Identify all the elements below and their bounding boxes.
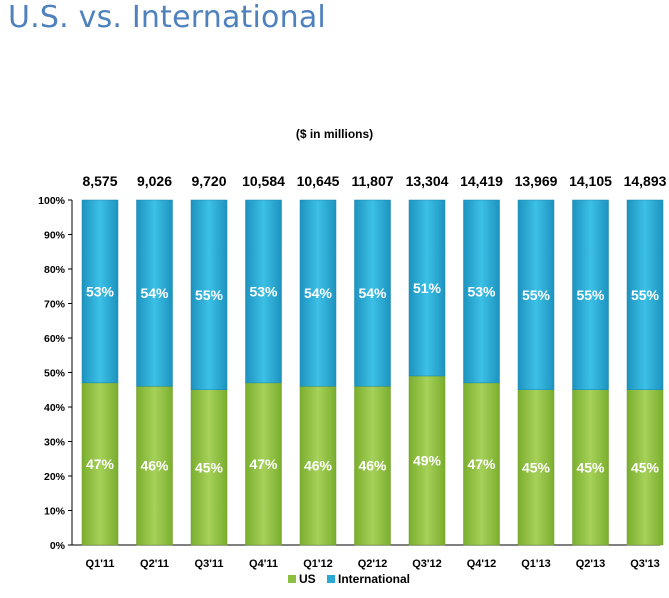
x-tick-label: Q3'11 [195,558,224,570]
bar-group: 47% 53% 8,575 Q1'11 [81,173,119,570]
bar-segment-international [245,199,282,384]
data-label-international: 55% [631,287,660,303]
bar-segment-us [81,382,119,546]
data-label-international: 54% [140,285,169,301]
y-tick-label: 80% [44,264,66,276]
bar-group: 45% 55% 13,969 Q1'13 [515,173,558,570]
data-label-us: 46% [140,458,169,474]
y-tick-label: 10% [44,506,66,518]
total-label: 14,419 [460,173,503,189]
page-title: U.S. vs. International [8,0,326,35]
bar-segment-us [408,375,446,546]
data-label-us: 47% [467,456,496,472]
legend-swatch-international [327,575,335,583]
data-label-international: 54% [358,285,387,301]
data-label-international: 55% [522,287,551,303]
legend-label-us: US [299,572,316,586]
y-tick-label: 70% [44,299,66,311]
data-label-us: 45% [195,459,224,475]
data-label-us: 49% [413,452,442,468]
x-tick-label: Q3'12 [412,558,442,570]
data-label-international: 55% [195,287,224,303]
bar-segment-international [572,199,609,390]
y-tick-label: 0% [50,540,66,552]
bar-segment-international [408,199,446,377]
legend-label-international: International [338,572,410,586]
bar-segment-us [245,382,282,546]
bar-segment-us [136,386,173,546]
total-label: 13,304 [406,173,449,189]
total-label: 10,645 [297,173,340,189]
x-tick-label: Q4'12 [467,558,497,570]
bars: 47% 53% 8,575 Q1'11 46% 54% 9,026 Q2'11 45% 55% 9,… [81,173,667,570]
data-label-international: 53% [467,283,496,299]
total-label: 13,969 [515,173,558,189]
x-tick-label: Q2'12 [358,558,388,570]
y-tick-label: 90% [44,230,66,242]
y-tick-label: 40% [44,402,66,414]
bar-segment-international [463,199,500,384]
legend-swatch-us [288,575,296,583]
bar-segment-us [463,382,500,546]
bar-segment-international [626,199,664,390]
y-axis: 0% 10% 20% 30% 40% 50% 60% 70% 80% 90% 100% [38,195,660,552]
bar-segment-international [517,199,555,390]
y-tick-label: 100% [38,195,66,207]
bar-group: 46% 54% 11,807 Q2'12 [351,173,393,570]
x-tick-label: Q2'11 [140,558,169,570]
bar-group: 46% 54% 10,645 Q1'12 [297,173,340,570]
bar-segment-international [190,199,228,390]
x-tick-label: Q2'13 [576,558,606,570]
total-label: 14,893 [624,173,667,189]
bar-segment-international [354,199,391,387]
total-label: 10,584 [242,173,285,189]
data-label-international: 51% [413,280,442,296]
bar-group: 45% 55% 14,893 Q3'13 [624,173,667,570]
y-tick-label: 20% [44,471,66,483]
x-tick-label: Q1'13 [521,558,551,570]
bar-segment-us [572,389,609,546]
data-label-us: 45% [522,459,551,475]
chart-subtitle: ($ in millions) [295,127,374,141]
bar-group: 49% 51% 13,304 Q3'12 [406,173,449,570]
bar-segment-international [136,199,173,387]
data-label-international: 54% [304,285,333,301]
data-label-us: 47% [86,456,115,472]
bar-group: 45% 55% 9,720 Q3'11 [190,173,228,570]
bar-group: 46% 54% 9,026 Q2'11 [136,173,173,570]
data-label-us: 45% [631,459,660,475]
bar-group: 47% 53% 10,584 Q4'11 [242,173,285,570]
data-label-us: 45% [576,459,605,475]
data-label-us: 46% [304,458,333,474]
legend: US International [288,572,410,586]
x-tick-label: Q1'11 [86,558,115,570]
y-tick-label: 30% [44,437,66,449]
bar-group: 45% 55% 14,105 Q2'13 [569,173,612,570]
total-label: 9,720 [191,173,226,189]
bar-segment-international [81,199,119,384]
x-tick-label: Q1'12 [303,558,333,570]
bar-group: 47% 53% 14,419 Q4'12 [460,173,503,570]
x-tick-label: Q3'13 [630,558,660,570]
bar-segment-international [299,199,337,387]
total-label: 11,807 [351,173,393,189]
x-tick-label: Q4'11 [249,558,278,570]
data-label-international: 55% [576,287,605,303]
y-tick-label: 50% [44,368,66,380]
bar-segment-us [517,389,555,546]
data-label-us: 46% [358,458,387,474]
bar-segment-us [626,389,664,546]
total-label: 14,105 [569,173,612,189]
bar-segment-us [354,386,391,546]
data-label-us: 47% [249,456,278,472]
data-label-international: 53% [249,283,278,299]
total-label: 8,575 [82,173,117,189]
data-label-international: 53% [86,283,115,299]
y-tick-label: 60% [44,333,66,345]
total-label: 9,026 [137,173,172,189]
